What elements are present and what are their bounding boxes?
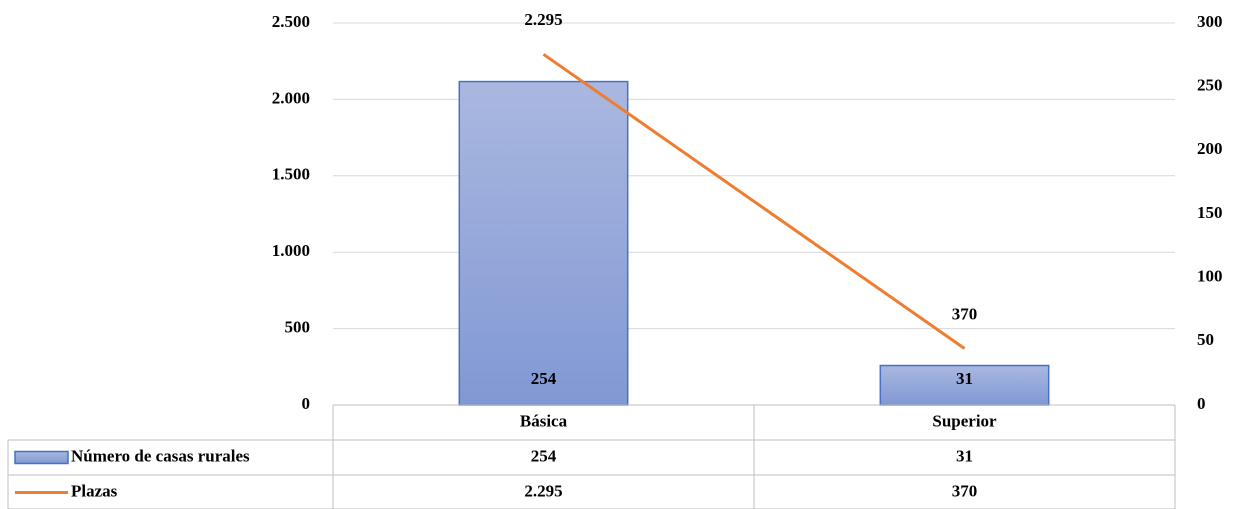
y2-tick-label: 0 — [1197, 394, 1206, 413]
y2-tick-label: 250 — [1197, 76, 1223, 95]
legend-label: Plazas — [71, 481, 118, 500]
y-tick-label: 500 — [285, 318, 311, 337]
y-tick-label: 1.000 — [272, 241, 310, 260]
y2-tick-label: 100 — [1197, 267, 1223, 286]
table-value: 31 — [956, 446, 973, 465]
bar-value-label: 31 — [956, 369, 973, 388]
table-value: 370 — [952, 481, 978, 500]
table-value: 254 — [531, 446, 557, 465]
y2-tick-label: 300 — [1197, 12, 1223, 31]
legend-label: Número de casas rurales — [71, 446, 250, 465]
bar-value-label: 254 — [531, 369, 557, 388]
line-value-label: 370 — [952, 304, 978, 323]
y2-tick-label: 150 — [1197, 203, 1223, 222]
y-tick-label: 2.500 — [272, 12, 310, 31]
line — [542, 53, 966, 350]
y-tick-label: 1.500 — [272, 165, 310, 184]
legend-key — [14, 450, 69, 465]
x-tick-label: Superior — [932, 411, 997, 430]
table-value: 2.295 — [524, 481, 562, 500]
line-value-label: 2.295 — [524, 10, 562, 29]
y-tick-label: 2.000 — [272, 88, 310, 107]
bar — [458, 80, 629, 406]
x-tick-label: Básica — [520, 411, 568, 430]
y2-tick-label: 200 — [1197, 139, 1223, 158]
y2-tick-label: 50 — [1197, 330, 1214, 349]
y-tick-label: 0 — [302, 394, 311, 413]
